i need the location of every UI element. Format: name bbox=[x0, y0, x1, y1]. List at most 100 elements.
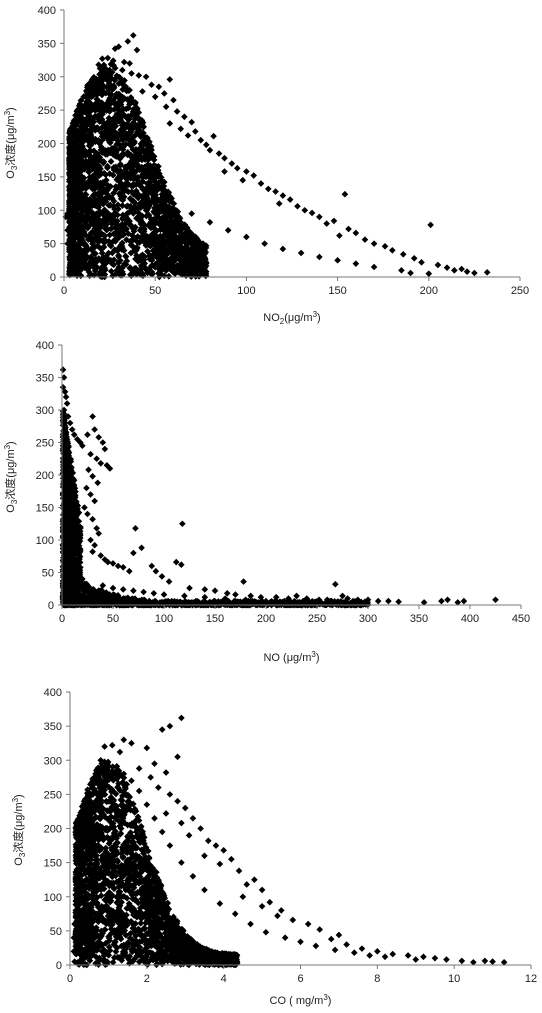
data-point bbox=[399, 251, 407, 258]
x-axis-title: NO (μg/m3) bbox=[263, 650, 319, 664]
dense-point-cloud bbox=[72, 758, 241, 969]
y-tick-label: 100 bbox=[36, 535, 54, 547]
data-point bbox=[166, 120, 174, 127]
data-point bbox=[289, 916, 297, 924]
data-point bbox=[133, 46, 141, 54]
data-point bbox=[427, 221, 434, 229]
data-point bbox=[138, 544, 145, 552]
data-point bbox=[293, 592, 300, 600]
data-point bbox=[158, 573, 166, 580]
data-point bbox=[151, 760, 158, 767]
data-point bbox=[87, 450, 94, 458]
x-tick-label: 450 bbox=[512, 613, 530, 625]
data-point bbox=[483, 269, 491, 276]
x-tick-label: 150 bbox=[328, 285, 346, 297]
y-tick-label: 400 bbox=[38, 5, 56, 17]
data-point bbox=[128, 777, 135, 785]
y-axis-title: O3浓度(μg/m3) bbox=[3, 441, 19, 512]
data-point bbox=[262, 928, 270, 936]
scatter-chart-o3-vs-co: 0 50 100 150 200 250 300 350 400 0 2 4 6 8 10 12 CO ( mg… bbox=[11, 687, 537, 1007]
data-point bbox=[451, 267, 458, 274]
data-point bbox=[281, 934, 289, 941]
data-point bbox=[370, 240, 378, 247]
data-point bbox=[404, 952, 412, 959]
y-tick-label: 300 bbox=[44, 755, 62, 767]
data-point bbox=[197, 136, 205, 144]
data-point bbox=[100, 74, 108, 82]
data-point bbox=[279, 192, 287, 199]
data-point bbox=[407, 269, 414, 277]
data-point bbox=[201, 852, 208, 860]
data-point bbox=[91, 497, 98, 505]
y-tick-label: 350 bbox=[38, 38, 56, 50]
data-point bbox=[143, 801, 151, 808]
data-point bbox=[272, 188, 279, 195]
data-point bbox=[301, 206, 309, 214]
x-tick-label: 250 bbox=[308, 613, 326, 625]
y-tick-label: 300 bbox=[38, 72, 56, 84]
data-point bbox=[124, 38, 132, 45]
data-point bbox=[128, 739, 135, 747]
data-point bbox=[235, 867, 243, 875]
data-point bbox=[202, 141, 210, 149]
data-point bbox=[242, 596, 249, 604]
data-point bbox=[99, 55, 106, 63]
data-point bbox=[72, 907, 80, 914]
data-point bbox=[67, 200, 75, 207]
data-point bbox=[385, 597, 392, 605]
dense-point-cloud bbox=[66, 60, 210, 281]
data-point bbox=[87, 491, 94, 498]
data-point bbox=[463, 268, 471, 275]
data-point bbox=[99, 439, 107, 446]
data-point bbox=[257, 593, 265, 601]
data-point bbox=[76, 866, 83, 873]
data-point bbox=[104, 558, 112, 566]
data-point bbox=[143, 744, 151, 752]
data-point bbox=[93, 80, 101, 87]
data-point bbox=[444, 596, 451, 604]
data-point bbox=[79, 442, 86, 450]
data-point bbox=[120, 770, 128, 778]
data-point bbox=[119, 564, 127, 571]
data-point bbox=[148, 562, 156, 570]
data-point bbox=[170, 96, 177, 104]
data-point bbox=[78, 852, 85, 860]
x-tick-label: 8 bbox=[374, 973, 380, 985]
data-point bbox=[70, 948, 78, 955]
data-point bbox=[66, 253, 73, 261]
data-point bbox=[243, 881, 251, 888]
data-point bbox=[112, 767, 120, 774]
data-point bbox=[308, 209, 316, 217]
data-point bbox=[178, 819, 185, 827]
data-point bbox=[155, 83, 163, 91]
data-point bbox=[81, 504, 88, 511]
x-tick-label: 50 bbox=[149, 285, 161, 297]
data-point bbox=[95, 61, 102, 69]
data-point bbox=[489, 958, 496, 965]
y-tick-label: 200 bbox=[44, 824, 62, 836]
data-point bbox=[297, 938, 304, 946]
data-point bbox=[151, 93, 159, 101]
data-point bbox=[275, 200, 283, 207]
data-point bbox=[97, 777, 105, 785]
data-point bbox=[240, 578, 247, 585]
data-point bbox=[323, 220, 330, 227]
data-point bbox=[130, 32, 137, 39]
data-point bbox=[64, 413, 72, 420]
data-point bbox=[221, 154, 228, 162]
data-point bbox=[343, 941, 350, 948]
data-point bbox=[68, 426, 76, 433]
data-point bbox=[97, 273, 104, 280]
y-tick-label: 50 bbox=[42, 568, 54, 580]
data-point bbox=[165, 578, 173, 585]
data-point bbox=[354, 596, 362, 604]
data-point bbox=[59, 366, 67, 373]
data-point bbox=[425, 270, 433, 277]
y-tick-label: 50 bbox=[44, 239, 56, 251]
data-point bbox=[366, 952, 373, 959]
x-tick-label: 0 bbox=[61, 285, 67, 297]
data-point bbox=[443, 264, 451, 271]
data-point bbox=[88, 93, 95, 101]
x-tick-label: 100 bbox=[237, 285, 255, 297]
data-point bbox=[431, 954, 439, 962]
